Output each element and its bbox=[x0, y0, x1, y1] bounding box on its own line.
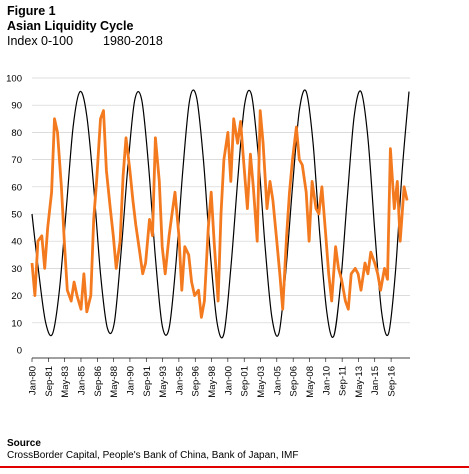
x-tick-label: May-98 bbox=[207, 366, 218, 398]
y-tick-label: 60 bbox=[11, 182, 22, 193]
x-tick-label: Jan-90 bbox=[125, 366, 136, 395]
x-tick-label: Jan-80 bbox=[28, 366, 39, 395]
source-text: CrossBorder Capital, People's Bank of Ch… bbox=[7, 450, 299, 461]
subtitle-index: Index 0-100 bbox=[7, 34, 74, 48]
x-tick-label: Jan-85 bbox=[76, 366, 87, 395]
x-tick-label: Sep-91 bbox=[142, 366, 153, 397]
y-tick-label: 0 bbox=[17, 346, 22, 357]
x-tick-label: May-08 bbox=[305, 366, 316, 398]
y-tick-label: 10 bbox=[11, 318, 22, 329]
chart-title: Asian Liquidity Cycle bbox=[7, 19, 134, 33]
x-tick-label: Sep-86 bbox=[93, 366, 104, 397]
chart-subtitle: Index 0-100 1980-2018 bbox=[7, 34, 163, 49]
x-tick-label: Sep-01 bbox=[240, 366, 251, 397]
figure-header: Figure 1 Asian Liquidity Cycle Index 0-1… bbox=[7, 4, 163, 49]
y-tick-label: 80 bbox=[11, 128, 22, 139]
x-tick-label: May-83 bbox=[60, 366, 71, 398]
y-tick-label: 70 bbox=[11, 155, 22, 166]
chart-svg: 0 10 20 30 40 50 60 70 80 90 100 Jan-80 Sep-81 May-8… bbox=[6, 74, 410, 398]
x-tick-label: Jan-05 bbox=[272, 366, 283, 395]
y-tick-label: 20 bbox=[11, 291, 22, 302]
x-tick-label: Sep-81 bbox=[44, 366, 55, 397]
source-note: Source CrossBorder Capital, People's Ban… bbox=[7, 438, 299, 462]
x-tick-label: May-88 bbox=[109, 366, 120, 398]
x-tick-label: Sep-96 bbox=[191, 366, 202, 397]
figure-label: Figure 1 bbox=[7, 4, 56, 18]
subtitle-range: 1980-2018 bbox=[103, 34, 163, 48]
axes bbox=[31, 357, 410, 362]
x-tick-label: Jan-10 bbox=[321, 366, 332, 395]
footer-rule bbox=[0, 466, 469, 468]
source-label: Source bbox=[7, 438, 41, 449]
y-tick-label: 100 bbox=[6, 74, 22, 85]
series-lines bbox=[30, 89, 410, 339]
y-tick-label: 50 bbox=[11, 210, 22, 221]
x-tick-label: Jan-00 bbox=[223, 366, 234, 395]
y-tick-label: 30 bbox=[11, 264, 22, 275]
cycle-line bbox=[31, 89, 410, 339]
x-tick-label: Jan-95 bbox=[174, 366, 185, 395]
x-tick-labels: Jan-80 Sep-81 May-83 Jan-85 Sep-86 May-88 Jan-… bbox=[28, 366, 398, 398]
x-tick-label: Sep-11 bbox=[338, 366, 349, 396]
x-tick-label: Sep-16 bbox=[387, 366, 398, 397]
liquidity-line bbox=[30, 109, 409, 319]
x-tick-label: Sep-06 bbox=[289, 366, 300, 397]
y-tick-label: 40 bbox=[11, 237, 22, 248]
x-tick-label: May-93 bbox=[158, 366, 169, 398]
x-tick-label: May-13 bbox=[354, 366, 365, 398]
y-tick-labels: 0 10 20 30 40 50 60 70 80 90 100 bbox=[6, 74, 22, 357]
y-tick-label: 90 bbox=[11, 101, 22, 112]
x-tick-label: Jan-15 bbox=[370, 366, 381, 395]
x-tick-label: May-03 bbox=[256, 366, 267, 398]
